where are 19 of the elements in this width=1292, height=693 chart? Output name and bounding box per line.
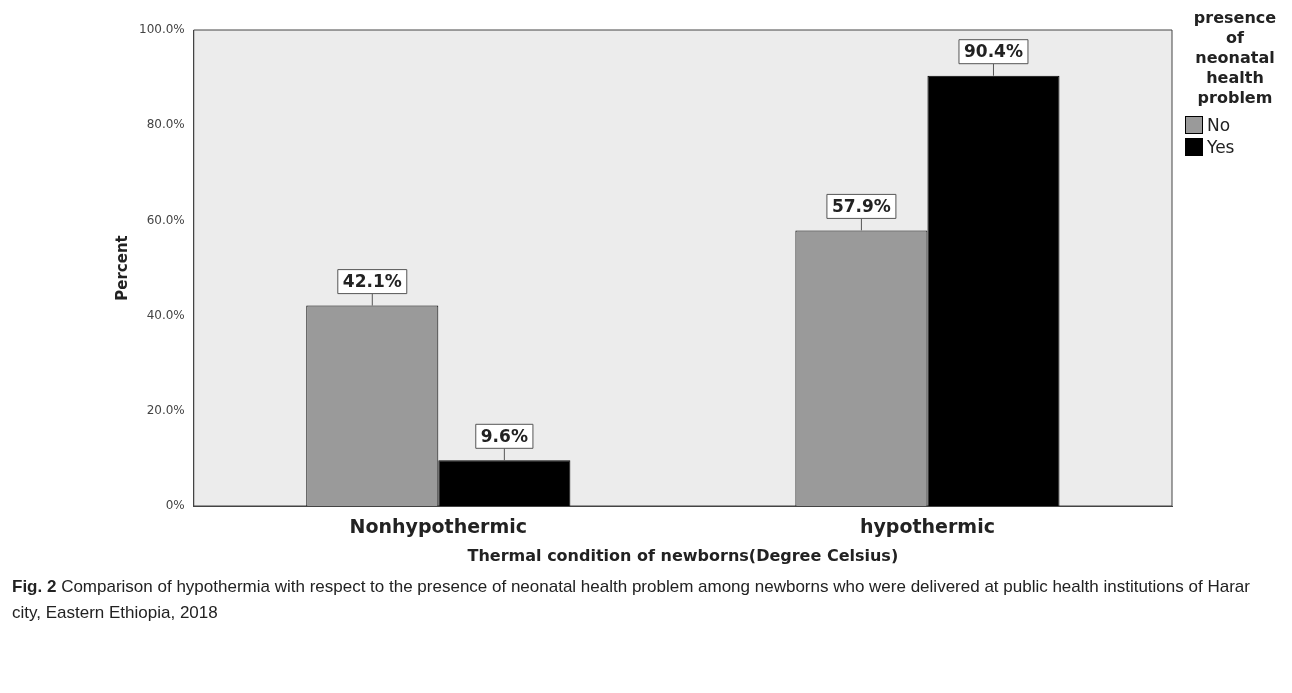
legend-label: Yes — [1207, 136, 1235, 158]
y-axis-title: Percent — [112, 235, 131, 301]
caption: Fig. 2 Comparison of hypothermia with respect to the presence of neonatal health problem among newborns who were delivered at public health institutions of Harar city, Eastern Ethiopia, 2018 — [12, 576, 1251, 624]
y-tick-label: 40.0% — [146, 307, 185, 322]
data-label: 42.1% — [342, 271, 402, 292]
data-label: 90.4% — [963, 41, 1023, 62]
legend-label: No — [1207, 114, 1231, 136]
y-tick-label: 80.0% — [146, 117, 185, 132]
x-tick-label: Nonhypothermic — [349, 515, 528, 538]
y-tick-label: 20.0% — [146, 402, 185, 417]
data-label: 9.6% — [480, 425, 528, 446]
x-axis-title: Thermal condition of newborns(Degree Celsius) — [467, 545, 899, 565]
data-label: 57.9% — [831, 195, 891, 216]
y-tick-label: 0% — [165, 498, 185, 513]
y-tick-label: 100.0% — [138, 22, 185, 37]
legend-title: presence of neonatal health problem — [1192, 8, 1278, 108]
bar — [927, 75, 1060, 506]
x-tick-label: hypothermic — [859, 515, 995, 538]
y-tick-label: 60.0% — [146, 212, 185, 227]
